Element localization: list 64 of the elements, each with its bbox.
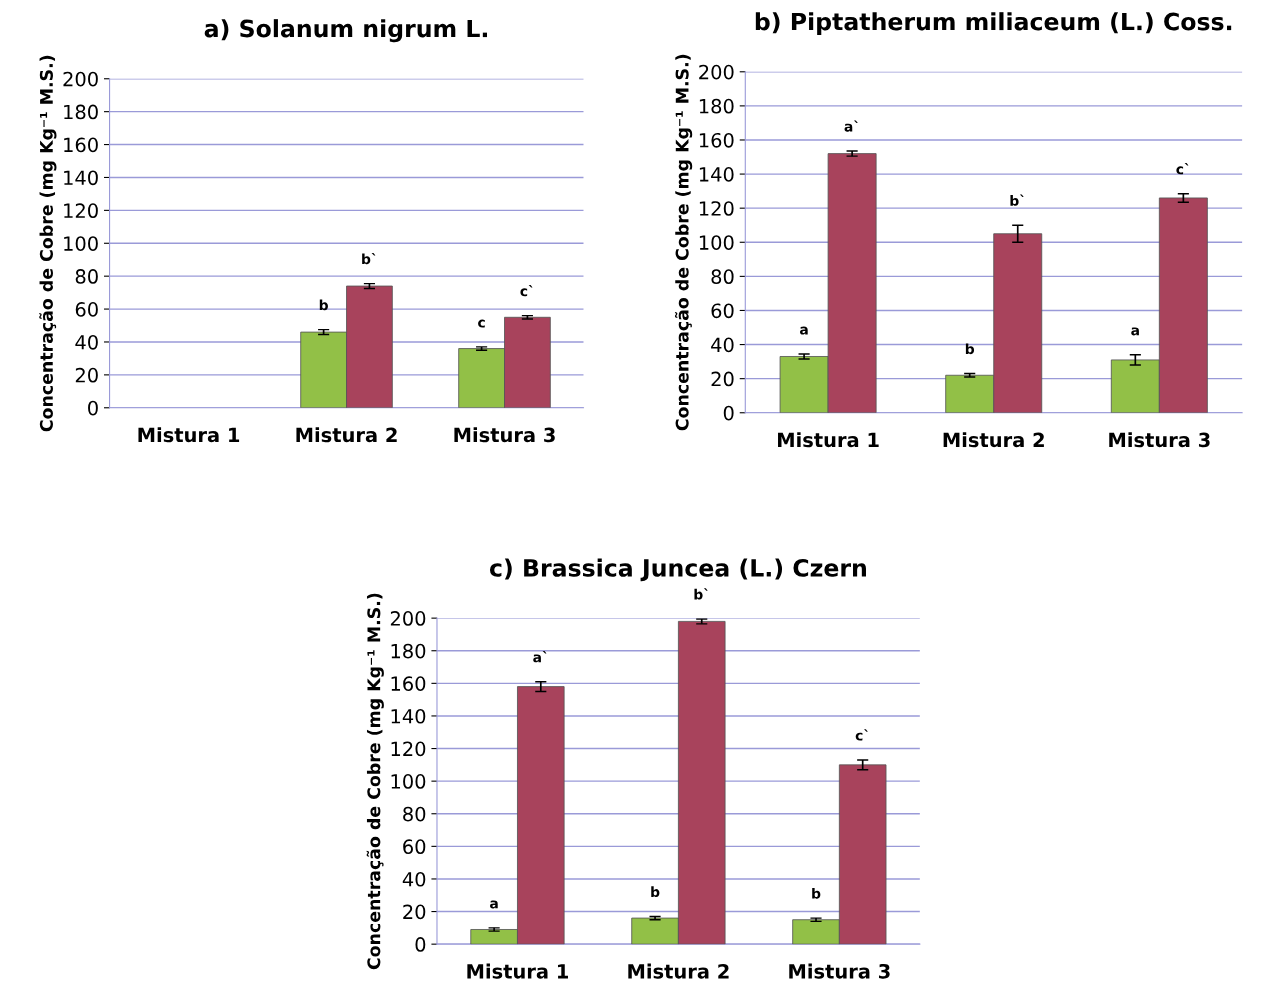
- y-tick-label: 100: [64, 236, 98, 251]
- annotation: a: [800, 326, 808, 335]
- y-tick-label: 100: [699, 235, 734, 250]
- y-tick-label: 180: [699, 98, 734, 114]
- annotation: b: [651, 886, 660, 898]
- y-axis-title: Concentração de Cobre (mg Kg⁻¹ M.S.): [674, 54, 693, 431]
- y-tick-label: 40: [75, 334, 98, 350]
- y-tick-label: 0: [88, 400, 98, 416]
- y-tick-label: 200: [63, 71, 98, 87]
- y-tick-label: 120: [64, 203, 98, 219]
- annotation: b`: [362, 252, 376, 265]
- x-tick-label: Mistura 1: [778, 432, 879, 448]
- annotation: b: [965, 343, 975, 355]
- chart-title: b) Piptatherum miliaceum (L.) Coss.: [755, 12, 1232, 36]
- y-tick-label: 0: [723, 405, 734, 421]
- x-tick-label: Mistura 1: [467, 963, 568, 979]
- annotation: a`: [533, 651, 547, 663]
- y-tick-label: 60: [75, 302, 98, 317]
- y-axis-title: Concentração de Cobre (mg Kg⁻¹ M.S.): [39, 55, 57, 432]
- y-tick-label: 0: [415, 937, 426, 952]
- y-tick-label: 40: [402, 871, 426, 887]
- chart-title: c) Brassica Juncea (L.) Czern: [490, 558, 866, 582]
- x-tick-label: Mistura 1: [138, 427, 240, 443]
- y-tick-label: 140: [699, 167, 734, 182]
- y-tick-label: 80: [75, 269, 98, 284]
- annotation: a`: [844, 120, 858, 132]
- chart-title: a) Solanum nigrum L.: [204, 19, 487, 43]
- annotation: b`: [1010, 194, 1024, 206]
- y-tick-label: 180: [391, 643, 426, 659]
- y-tick-label: 140: [391, 708, 426, 724]
- x-tick-label: Mistura 3: [789, 963, 890, 979]
- y-tick-label: 180: [64, 104, 98, 120]
- y-tick-label: 200: [699, 64, 734, 80]
- y-tick-label: 160: [699, 132, 734, 148]
- y-axis-title: Concentração de Cobre (mg Kg⁻¹ M.S.): [366, 593, 384, 970]
- y-tick-label: 200: [390, 611, 426, 626]
- annotation: c`: [855, 729, 868, 741]
- y-tick-label: 160: [64, 137, 98, 153]
- x-tick-label: Mistura 2: [296, 427, 397, 443]
- annotation: a: [490, 900, 498, 909]
- x-tick-label: Mistura 3: [1109, 432, 1210, 448]
- y-tick-label: 20: [75, 367, 98, 383]
- y-tick-label: 60: [403, 839, 426, 855]
- y-tick-label: 120: [391, 741, 426, 757]
- annotation: c: [478, 319, 485, 328]
- annotation: c`: [520, 284, 533, 297]
- x-tick-label: Mistura 2: [943, 432, 1044, 448]
- y-tick-label: 40: [711, 337, 734, 353]
- y-tick-label: 80: [711, 269, 734, 285]
- y-tick-label: 120: [699, 201, 734, 216]
- y-tick-label: 60: [711, 303, 734, 319]
- y-tick-label: 20: [711, 371, 734, 387]
- x-tick-label: Mistura 3: [454, 427, 555, 443]
- annotation: b: [319, 299, 328, 311]
- y-tick-label: 80: [403, 806, 426, 822]
- annotation: b`: [694, 588, 708, 600]
- annotation: a: [1131, 327, 1139, 336]
- y-tick-label: 20: [403, 904, 426, 920]
- x-tick-label: Mistura 2: [628, 963, 729, 979]
- annotation: b: [812, 887, 821, 899]
- y-tick-label: 100: [391, 774, 426, 789]
- y-tick-label: 160: [391, 676, 426, 692]
- y-tick-label: 140: [64, 170, 98, 186]
- annotation: c`: [1176, 163, 1189, 175]
